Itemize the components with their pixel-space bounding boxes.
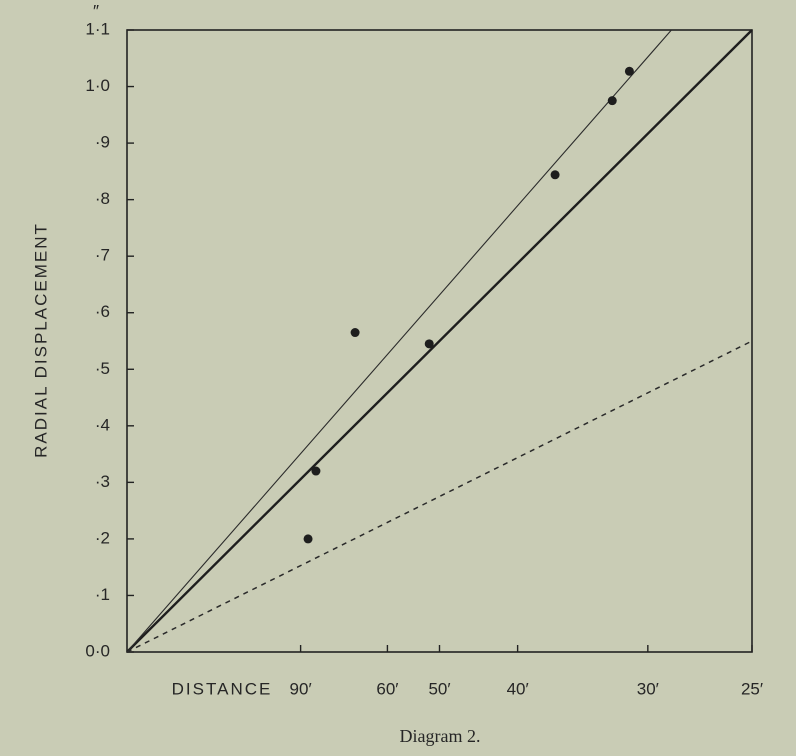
y-tick-label: ·3 [95,472,110,491]
x-tick-label: 40′ [507,679,529,698]
y-tick-label: ·1 [95,585,110,604]
y-tick-label: ·2 [95,528,110,547]
data-point [303,534,313,544]
y-tick-label: ·5 [95,359,110,378]
data-point [424,339,434,349]
data-point [624,66,634,76]
data-point [550,170,560,180]
x-tick-label: 25′ [741,679,763,698]
chart-title: Diagram 2. [400,726,481,746]
x-tick-label: 30′ [637,679,659,698]
y-tick-label: ·7 [95,246,110,265]
x-axis-label: DISTANCE [172,679,273,698]
x-tick-label: 90′ [290,679,312,698]
y-tick-label: ·6 [95,302,110,321]
y-tick-label: 1·1 [85,19,110,38]
reference-line [126,340,753,653]
reference-line [126,29,753,653]
reference-line [126,29,672,653]
y-tick-label: ·8 [95,189,110,208]
y-tick-label: 1·0 [85,76,110,95]
data-point [607,96,617,106]
y-tick-label: ·4 [95,415,110,434]
x-tick-label: 60′ [376,679,398,698]
y-unit: ″ [93,1,99,20]
y-tick-label: ·9 [95,133,110,152]
y-tick-label: 0·0 [85,641,110,660]
data-point [350,328,360,338]
y-axis-label: RADIAL DISPLACEMENT [31,222,50,458]
data-point [311,466,321,476]
x-tick-label: 50′ [428,679,450,698]
